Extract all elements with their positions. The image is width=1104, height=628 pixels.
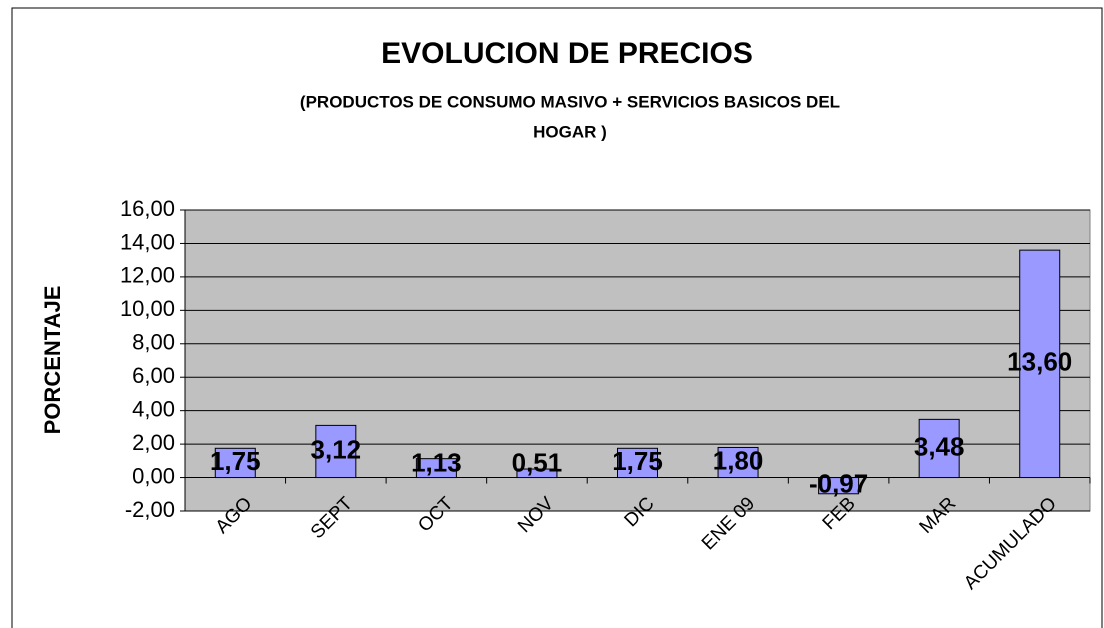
y-tick-label: 16,00 — [120, 196, 175, 221]
bar — [1019, 249, 1061, 479]
chart-subtitle: (PRODUCTOS DE CONSUMO MASIVO + SERVICIOS… — [300, 92, 840, 111]
data-label: 1,75 — [612, 446, 663, 476]
chart-subtitle: HOGAR ) — [533, 122, 607, 141]
bar — [315, 424, 357, 479]
y-tick-label: 10,00 — [120, 296, 175, 321]
y-axis-label: PORCENTAJE — [40, 286, 65, 435]
y-tick-label: 14,00 — [120, 229, 175, 254]
data-label: 1,80 — [713, 445, 764, 475]
bar — [415, 458, 457, 479]
data-label: 13,60 — [1007, 347, 1072, 377]
bar — [516, 468, 558, 479]
y-tick-label: 6,00 — [132, 363, 175, 388]
y-tick-label: -2,00 — [125, 497, 175, 522]
bar — [617, 447, 658, 479]
data-label: 0,51 — [512, 447, 563, 477]
data-label: 1,75 — [210, 446, 261, 476]
data-label: 1,13 — [411, 447, 462, 477]
data-label: -0,97 — [809, 469, 868, 499]
bar — [918, 418, 960, 479]
data-label: 3,12 — [311, 434, 362, 464]
data-label: 3,48 — [914, 431, 965, 461]
y-tick-label: 4,00 — [132, 396, 175, 421]
y-tick-label: 12,00 — [120, 263, 175, 288]
y-tick-label: 8,00 — [132, 330, 175, 355]
y-tick-label: 0,00 — [132, 463, 175, 488]
bar — [214, 447, 256, 479]
bar — [717, 446, 759, 479]
y-tick-label: 2,00 — [132, 430, 175, 455]
chart-title: EVOLUCION DE PRECIOS — [381, 37, 753, 70]
bar — [818, 477, 860, 495]
